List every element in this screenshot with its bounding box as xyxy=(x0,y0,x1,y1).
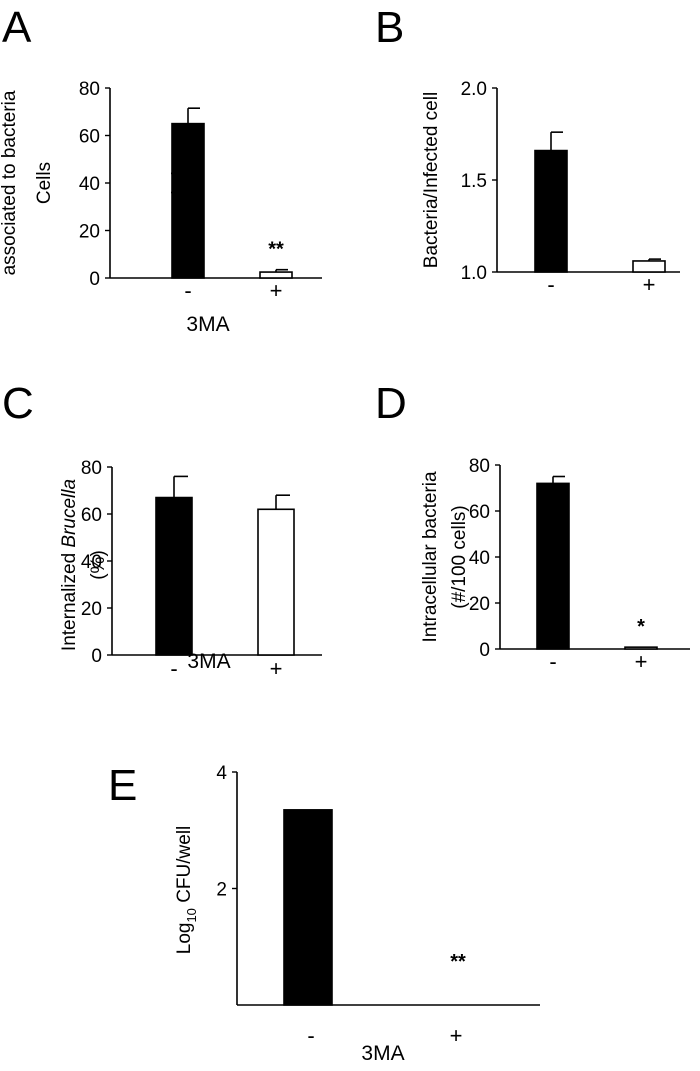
y-tick-label: 60 xyxy=(469,502,490,523)
x-axis-label: 3MA xyxy=(187,650,230,673)
y-axis-label-line: (%) xyxy=(88,550,109,580)
x-category-label: - xyxy=(307,1023,314,1048)
chart-panel-e: E 2 4 ** - +3MA Log10 CFU/well xyxy=(108,761,540,1065)
bar xyxy=(257,508,295,656)
y-tick-label: 20 xyxy=(469,594,490,615)
y-tick-label: 1.0 xyxy=(461,263,487,284)
significance-marker: * xyxy=(637,616,645,638)
bar xyxy=(632,260,666,273)
chart-panel-a: A 0 20 40 60 80 ** - +3MA Cells associated to bact… xyxy=(0,3,322,336)
bar xyxy=(536,482,570,650)
significance-marker: ** xyxy=(450,951,466,973)
x-category-label: - xyxy=(547,272,554,297)
y-axis-label-line: (#/100 cells) xyxy=(449,505,470,609)
bar xyxy=(283,809,333,1006)
y-tick-label: 2 xyxy=(216,880,227,901)
chart-panel-b: B 1.0 1.5 2.0 - + Bacteria/Infected cell xyxy=(375,3,680,297)
y-axis-label-line: Log10 CFU/well xyxy=(174,826,199,955)
x-category-label: - xyxy=(184,278,191,303)
chart-panel-c: C 0 20 40 60 80 - +3MA Internalized Brucella (%) xyxy=(2,379,322,681)
y-axis-label-line: Intracellular bacteria xyxy=(420,471,441,643)
y-tick-label: 80 xyxy=(469,456,490,477)
y-tick-label: 0 xyxy=(89,269,100,290)
panel-letter: D xyxy=(375,379,407,428)
panel-letter: C xyxy=(2,379,34,428)
y-axis-label-line: associated to bacteria xyxy=(0,90,20,275)
y-tick-label: 60 xyxy=(79,127,100,148)
y-axis-label-line: Cells xyxy=(34,162,55,204)
y-tick-label: 40 xyxy=(81,552,102,573)
bar xyxy=(171,122,205,279)
y-axis-label-line: Bacteria/Infected cell xyxy=(421,92,442,268)
y-tick-label: 4 xyxy=(216,763,227,784)
y-tick-label: 20 xyxy=(81,599,102,620)
x-axis-label: 3MA xyxy=(186,313,229,336)
x-category-label: + xyxy=(450,1023,463,1048)
y-tick-label: 20 xyxy=(79,222,100,243)
y-tick-label: 60 xyxy=(81,505,102,526)
panel-letter: E xyxy=(108,761,137,810)
x-axis-label: 3MA xyxy=(361,1042,404,1065)
x-category-label: + xyxy=(270,278,283,303)
y-tick-label: 0 xyxy=(479,640,490,661)
x-category-label: + xyxy=(635,649,648,674)
panel-letter: A xyxy=(2,3,32,52)
bar xyxy=(534,149,568,273)
x-category-label: + xyxy=(270,656,283,681)
x-category-label: + xyxy=(643,272,656,297)
significance-marker: ** xyxy=(268,239,284,261)
y-tick-label: 1.5 xyxy=(461,171,487,192)
y-axis-label-line: Internalized Brucella xyxy=(59,479,80,651)
y-tick-label: 40 xyxy=(469,548,490,569)
y-tick-label: 80 xyxy=(79,79,100,100)
chart-panel-d: D 0 20 40 60 80 * - + Intracellular bacteria (#/10… xyxy=(375,379,690,674)
panel-letter: B xyxy=(375,3,404,52)
bar xyxy=(155,496,193,656)
y-axis-label-line: (%) xyxy=(169,168,190,198)
x-category-label: - xyxy=(549,649,556,674)
y-tick-label: 80 xyxy=(81,458,102,479)
y-tick-label: 40 xyxy=(79,174,100,195)
bar xyxy=(624,646,658,650)
x-category-label: - xyxy=(170,656,177,681)
y-tick-label: 2.0 xyxy=(461,79,487,100)
y-tick-label: 0 xyxy=(91,646,102,667)
